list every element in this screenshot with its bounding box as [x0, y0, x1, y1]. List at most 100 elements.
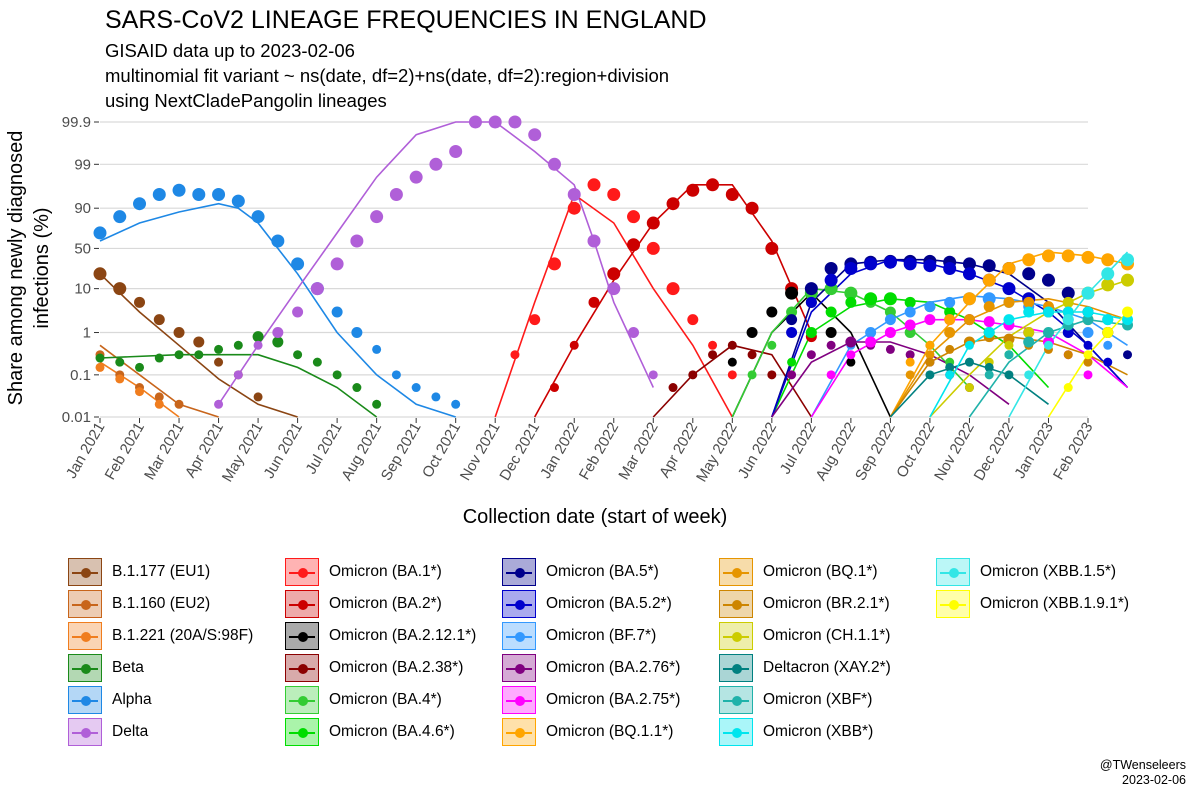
legend-key-point	[515, 632, 525, 642]
x-axis-title: Collection date (start of week)	[463, 506, 728, 528]
series-19-point	[925, 357, 935, 367]
series-5-point	[648, 370, 658, 380]
series-22-point	[1004, 350, 1014, 360]
series-15-point	[806, 350, 816, 360]
legend-key-point	[732, 600, 742, 610]
x-tick-label: Mar 2021	[141, 420, 187, 483]
subtitle-line-1: GISAID data up to 2023-02-06	[105, 40, 355, 61]
legend-item: Omicron (XBF*)	[719, 686, 872, 714]
legend-item: Omicron (BA.1*)	[285, 558, 442, 586]
legend-key-point	[949, 568, 959, 578]
legend-item: Deltacron (XAY.2*)	[719, 654, 891, 682]
legend-key	[68, 718, 102, 746]
legend-label: Omicron (BA.2.38*)	[329, 659, 464, 676]
series-24-point	[1024, 370, 1034, 380]
legend-key-point	[732, 728, 742, 738]
series-15-point	[845, 336, 857, 348]
series-15-point	[885, 344, 895, 354]
x-tick-label: Oct 2021	[419, 420, 464, 481]
series-5-point	[409, 170, 423, 184]
credit-date: 2023-02-06	[1122, 773, 1186, 787]
series-1-point	[174, 399, 184, 409]
series-11-point	[787, 357, 797, 367]
legend-item: B.1.177 (EU1)	[68, 558, 210, 586]
series-7-point	[686, 183, 700, 197]
series-14-point	[944, 296, 956, 308]
series-5-point	[567, 188, 581, 202]
legend-label: Omicron (BA.4*)	[329, 691, 442, 708]
series-18-point	[983, 301, 995, 313]
series-17-point	[1022, 253, 1036, 267]
series-10-point	[747, 370, 757, 380]
series-4-point	[331, 306, 343, 318]
series-6-point	[510, 350, 520, 360]
series-6-point	[666, 282, 680, 296]
x-tick-label: Jun 2021	[260, 420, 306, 482]
legend-key-point	[298, 568, 308, 578]
series-12-point	[786, 314, 798, 326]
series-3-point	[174, 350, 184, 360]
legend-label: Beta	[112, 659, 144, 676]
series-5-point	[350, 234, 364, 248]
legend-item: Omicron (BA.2.75*)	[502, 686, 680, 714]
legend-key	[719, 686, 753, 714]
series-5-point	[292, 306, 304, 318]
series-24-point	[1101, 267, 1115, 281]
legend-key	[719, 558, 753, 586]
series-9-fit-line	[652, 344, 813, 418]
series-12-point	[824, 262, 838, 276]
y-tick-label: 1	[83, 325, 91, 342]
legend-label: Omicron (BQ.1.1*)	[546, 723, 674, 740]
series-2-point	[154, 399, 164, 409]
series-5-point	[253, 340, 263, 350]
series-17-point	[982, 273, 996, 287]
series-18-point	[944, 327, 956, 339]
legend-key-point	[298, 696, 308, 706]
series-7-point	[646, 216, 660, 230]
series-3-point	[95, 353, 105, 363]
legend-label: Omicron (XBB*)	[763, 723, 874, 740]
x-tick-label: Dec 2021	[496, 420, 543, 484]
series-18-point	[905, 370, 915, 380]
series-6-point	[646, 241, 660, 255]
series-17-point	[944, 314, 956, 326]
legend-key-point	[81, 728, 91, 738]
series-15-point	[787, 370, 797, 380]
subtitle-line-2: multinomial fit variant ~ ns(date, df=2)…	[105, 65, 670, 86]
y-tick-label: 90	[74, 200, 91, 217]
series-16-point	[1083, 370, 1093, 380]
series-3-point	[293, 350, 303, 360]
legend-item: B.1.160 (EU2)	[68, 590, 210, 618]
series-5-point	[468, 115, 482, 129]
legend-item: Omicron (BA.2.38*)	[285, 654, 463, 682]
series-13-point	[923, 259, 937, 273]
x-tick-label: Feb 2023	[1050, 420, 1096, 483]
x-tick-label: Dec 2022	[971, 420, 1018, 484]
series-5-point	[370, 210, 384, 224]
series-21-point	[925, 370, 935, 380]
series-20-point	[1101, 278, 1115, 292]
series-14-fit-line	[810, 294, 1128, 418]
x-tick-label: Mar 2022	[615, 420, 661, 483]
series-8-point	[746, 327, 758, 339]
series-8-point	[785, 286, 799, 300]
series-18-point	[963, 314, 975, 326]
series-6-point	[587, 178, 601, 192]
series-10-point	[904, 327, 916, 339]
series-16-point	[846, 350, 856, 360]
legend-key-point	[81, 600, 91, 610]
series-7-point	[569, 340, 579, 350]
series-5-point	[528, 128, 542, 142]
series-4-point	[172, 183, 186, 197]
legend-key-point	[732, 568, 742, 578]
series-18-point	[925, 350, 935, 360]
series-20-point	[964, 383, 974, 393]
series-25-point	[1102, 327, 1114, 339]
series-15-point	[905, 350, 915, 360]
series-3-point	[115, 357, 125, 367]
series-8-point	[727, 357, 737, 367]
legend-key	[719, 590, 753, 618]
legend-label: Omicron (BA.2.76*)	[546, 659, 681, 676]
series-13-point	[805, 296, 817, 308]
